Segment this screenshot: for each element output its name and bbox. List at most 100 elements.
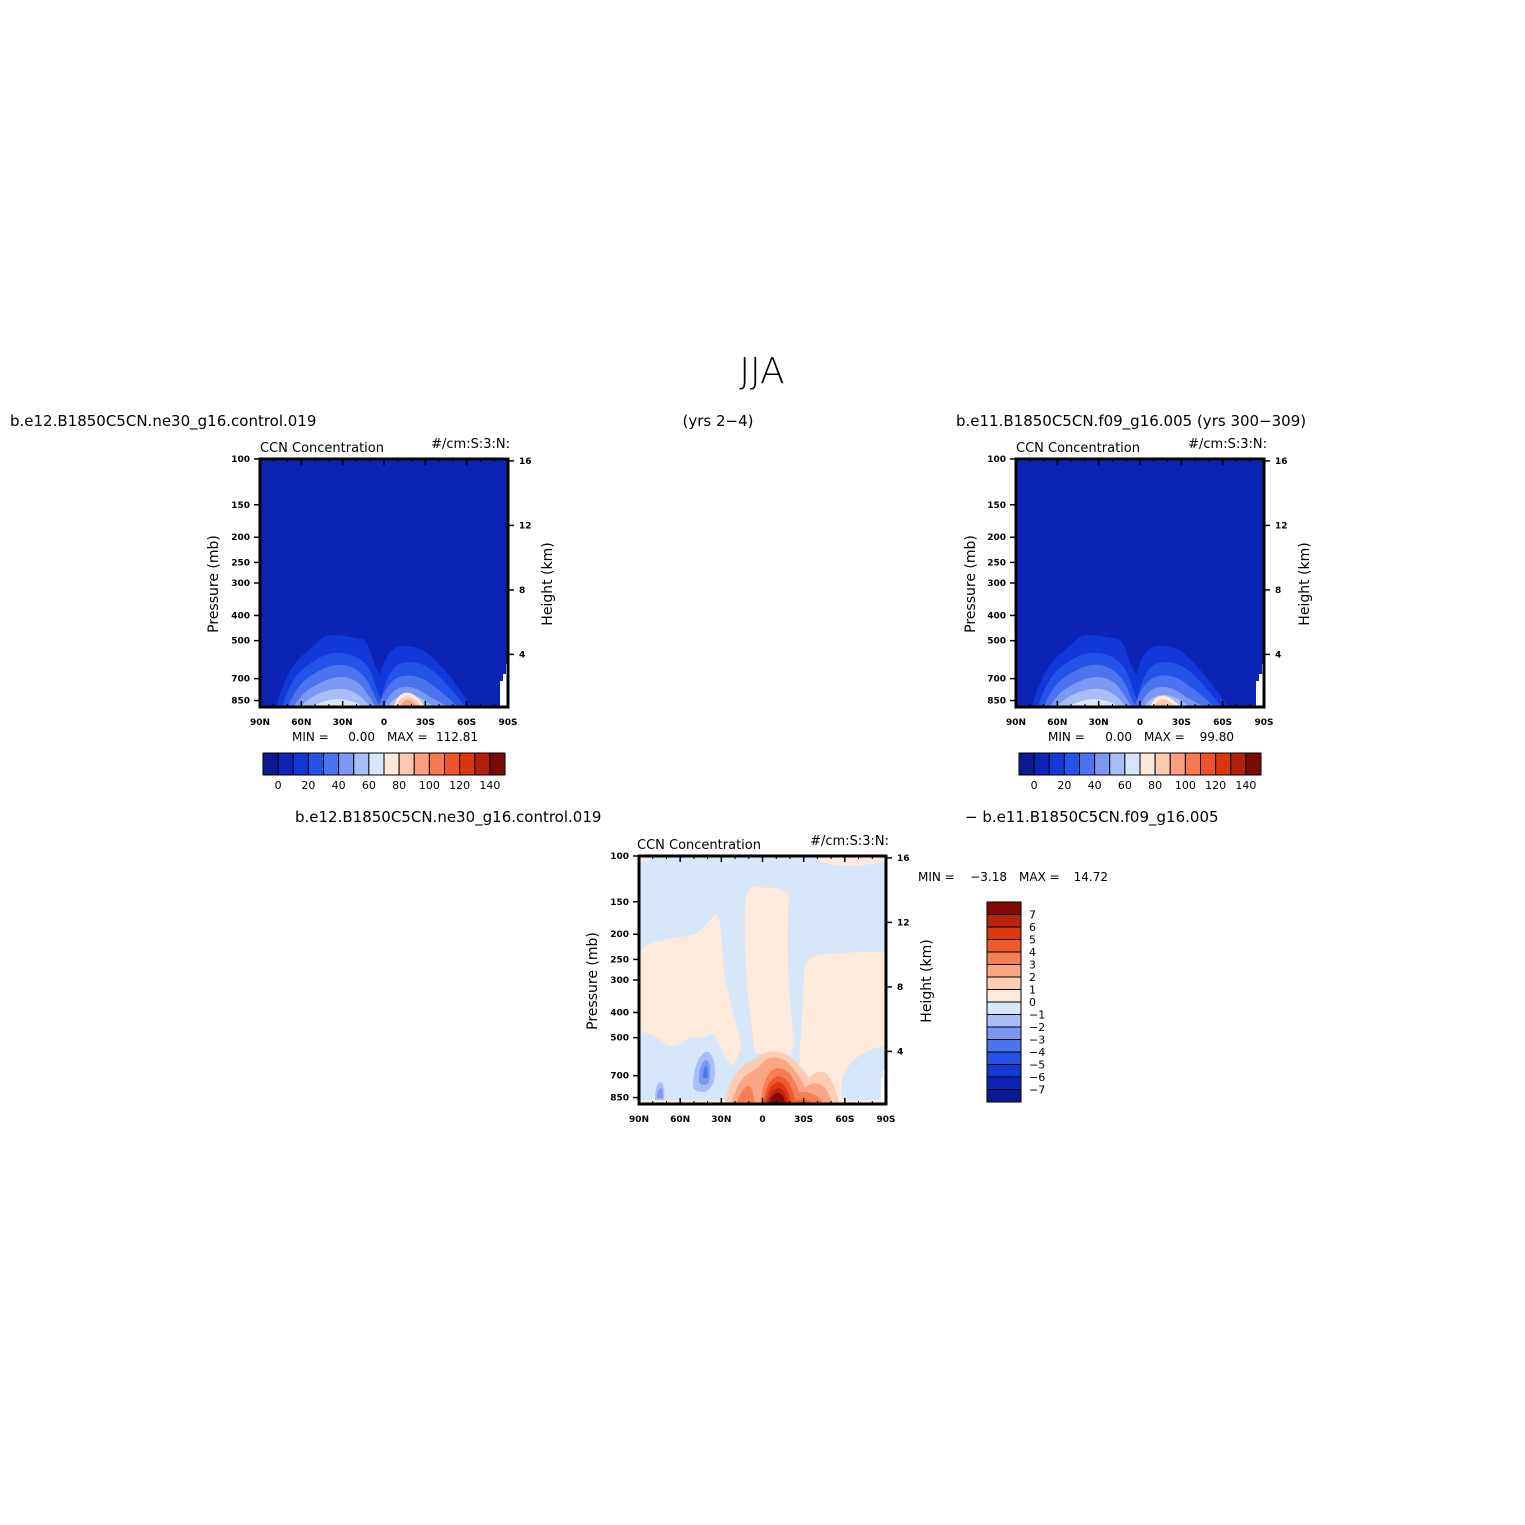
x-tick-label: 60S [835, 1115, 854, 1125]
x-tick-label: 0 [1137, 718, 1143, 728]
colorbar-box [1184, 752, 1201, 776]
colorbar-box [368, 752, 385, 776]
colorbar-label: −2 [1029, 1021, 1045, 1034]
y-tick-label: 500 [231, 637, 250, 647]
x-tick-label: 60S [457, 718, 476, 728]
y2-tick-label: 8 [1275, 586, 1281, 596]
field-contours [276, 634, 508, 707]
colorbar-box [1139, 752, 1156, 776]
y-tick-label: 200 [987, 533, 1006, 543]
max-value: 14.72 [1074, 870, 1108, 884]
bottom-left-case-label: b.e12.B1850C5CN.ne30_g16.control.019 [295, 808, 601, 827]
plot-area-top-right [1016, 459, 1264, 707]
y2-axis-label: Height (km) [919, 939, 935, 1022]
colorbar-label: 0 [1029, 996, 1036, 1009]
y2-tick-label: 16 [897, 854, 910, 864]
y2-tick-label: 4 [1275, 650, 1281, 660]
y2-tick-label: 16 [1275, 457, 1288, 467]
x-tick-label: 30S [1172, 718, 1191, 728]
y-axis-ticks: 100 150 200 250 300 400 500 700 850 16 12 8 4 [987, 455, 1287, 707]
colorbar-box [986, 926, 1022, 940]
y-tick-label: 850 [987, 697, 1006, 707]
colorbar-box [986, 1001, 1022, 1015]
colorbar-box [1048, 752, 1065, 776]
colorbar-box [1154, 752, 1171, 776]
contour-minus-1 [655, 1051, 715, 1100]
max-value: 99.80 [1200, 730, 1234, 744]
missing-data-region [1256, 664, 1264, 707]
colorbar-box [459, 752, 476, 776]
contour-level-8 [1154, 699, 1175, 707]
colorbar-label: 6 [1029, 921, 1036, 934]
colorbar-label: −5 [1029, 1059, 1045, 1072]
y2-tick-label: 8 [519, 586, 525, 596]
y-tick-label: 150 [610, 898, 629, 908]
y-tick-label: 500 [987, 637, 1006, 647]
y2-tick-label: 4 [519, 650, 525, 660]
colorbar-box [1063, 752, 1080, 776]
colorbar-box [444, 752, 461, 776]
colorbar-box [986, 964, 1022, 978]
x-tick-label: 60N [291, 718, 311, 728]
colorbar-box [986, 1089, 1022, 1103]
x-axis-ticks: 90N 60N 30N 0 30S 60S 90S [629, 856, 896, 1125]
y-tick-label: 400 [231, 611, 250, 621]
colorbar-box [292, 752, 309, 776]
panel-top-left: CCN Concentration #/cm:S:3:N: Pressure (… [206, 437, 556, 792]
colorbar-label: 140 [1235, 779, 1256, 792]
x-tick-label: 60N [1047, 718, 1067, 728]
colorbar-label: 140 [479, 779, 500, 792]
y-tick-label: 400 [987, 611, 1006, 621]
colorbar-label: 0 [275, 779, 282, 792]
y2-axis-label: Height (km) [540, 542, 556, 625]
y-axis-label: Pressure (mb) [206, 535, 222, 633]
x-tick-label: 0 [759, 1115, 765, 1125]
colorbar-box [428, 752, 445, 776]
colorbar-box [338, 752, 355, 776]
colorbar-label: −1 [1029, 1009, 1045, 1022]
colorbar-box [986, 1039, 1022, 1053]
y-axis-label: Pressure (mb) [585, 932, 601, 1030]
y2-tick-label: 4 [897, 1047, 903, 1057]
x-tick-label: 90S [1254, 718, 1273, 728]
panel-title-left: CCN Concentration [1016, 441, 1140, 456]
x-axis-ticks: 90N 60N 30N 0 30S 60S 90S [250, 459, 518, 728]
colorbar-box [307, 752, 324, 776]
panel-title-right: #/cm:S:3:N: [810, 834, 889, 849]
contour-level-7 [1082, 695, 1179, 707]
min-label: MIN = [1048, 730, 1085, 744]
field-contours [1032, 634, 1264, 707]
y2-tick-label: 16 [519, 457, 532, 467]
x-tick-label: 30N [1089, 718, 1109, 728]
positive-region-left [639, 914, 741, 1066]
positive-region-center [744, 886, 795, 1056]
colorbar-label: 1 [1029, 984, 1036, 997]
x-tick-label: 90N [250, 718, 270, 728]
y-tick-label: 100 [231, 455, 250, 465]
min-value: 0.00 [1105, 730, 1132, 744]
colorbar-label: 120 [1205, 779, 1226, 792]
colorbar-box [986, 989, 1022, 1003]
colorbar-box [277, 752, 294, 776]
y2-axis-label: Height (km) [1297, 542, 1313, 625]
panel-title-right: #/cm:S:3:N: [431, 437, 510, 452]
colorbar-label: 0 [1031, 779, 1038, 792]
x-tick-label: 60N [670, 1115, 690, 1125]
colorbar-box [986, 951, 1022, 965]
colorbar-box [986, 914, 1022, 928]
colorbar-label: 100 [419, 779, 440, 792]
colorbar-box [1033, 752, 1050, 776]
colorbar-box [986, 901, 1022, 915]
top-left-case-label: b.e12.B1850C5CN.ne30_g16.control.019 [10, 412, 316, 431]
colorbar-box [1245, 752, 1262, 776]
y-tick-label: 700 [987, 675, 1006, 685]
contour-minus-2 [657, 1060, 711, 1098]
top-center-years-label: (yrs 2−4) [683, 412, 754, 430]
y-tick-label: 150 [231, 501, 250, 511]
colorbar-label: 120 [449, 779, 470, 792]
y-axis-ticks: 100 150 200 250 300 400 500 700 850 16 12 8 4 [231, 455, 531, 707]
x-tick-label: 30N [711, 1115, 731, 1125]
x-tick-label: 0 [381, 718, 387, 728]
colorbar-box [1094, 752, 1111, 776]
colorbar: 0 20 40 60 80 100 120 140 [1018, 752, 1262, 792]
